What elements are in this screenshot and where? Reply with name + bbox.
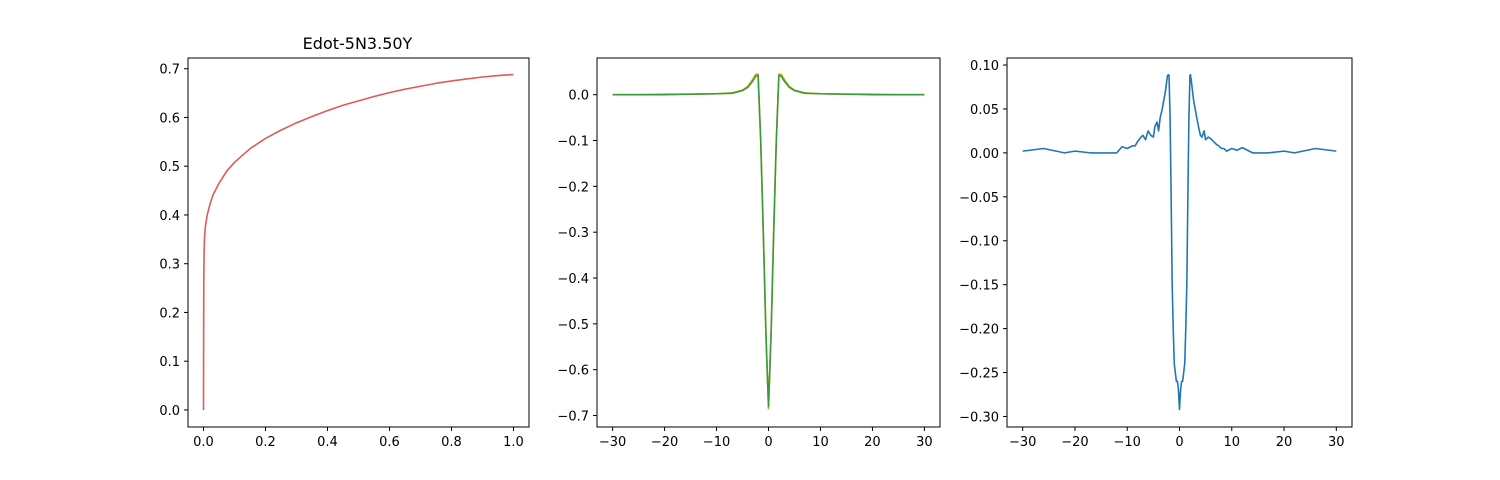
y-tick-label: 0.0 bbox=[568, 89, 589, 104]
series-line-1 bbox=[202, 73, 514, 410]
series-line-1 bbox=[1022, 73, 1337, 411]
x-tick-label: 0.2 bbox=[255, 435, 276, 450]
x-tick-label: −10 bbox=[703, 435, 730, 450]
y-tick-label: −0.6 bbox=[557, 364, 589, 379]
y-tick-label: 0.1 bbox=[159, 355, 180, 370]
x-tick-label: 0.8 bbox=[441, 435, 462, 450]
x-tick-label: 30 bbox=[916, 435, 933, 450]
y-tick-label: −0.15 bbox=[959, 279, 999, 294]
x-tick-label: 20 bbox=[864, 435, 881, 450]
x-tick-label: 10 bbox=[812, 435, 829, 450]
y-tick-label: 0.05 bbox=[970, 103, 999, 118]
x-tick-label: −20 bbox=[651, 435, 678, 450]
x-tick-label: 10 bbox=[1223, 435, 1240, 450]
y-tick-label: −0.7 bbox=[557, 410, 589, 425]
y-tick-label: −0.05 bbox=[959, 191, 999, 206]
x-tick-label: −10 bbox=[1114, 435, 1141, 450]
x-tick-label: 0.0 bbox=[193, 435, 214, 450]
axes-frame bbox=[187, 57, 530, 428]
x-tick-label: 0 bbox=[1175, 435, 1183, 450]
chart-panel-2: −30 −20 −10 0 10 20 30 0.0 −0.1 −0.2 −0.3 −0.4 −0.5 −… bbox=[557, 57, 941, 450]
y-tick-label: 0.10 bbox=[970, 59, 999, 74]
y-tick-label: 0.6 bbox=[159, 111, 180, 126]
x-tick-label: −30 bbox=[599, 435, 626, 450]
y-tick-label: −0.1 bbox=[557, 135, 589, 150]
x-tick-label: 1.0 bbox=[503, 435, 524, 450]
y-tick-label: 0.3 bbox=[159, 258, 180, 273]
series-line-2 bbox=[612, 74, 925, 408]
y-tick-label: 0.7 bbox=[159, 63, 180, 78]
y-tick-label: −0.20 bbox=[959, 323, 999, 338]
y-tick-label: −0.3 bbox=[557, 226, 589, 241]
x-tick-label: 20 bbox=[1276, 435, 1293, 450]
y-tick-label: 0.5 bbox=[159, 160, 180, 175]
y-tick-label: 0.4 bbox=[159, 209, 180, 224]
y-tick-label: −0.10 bbox=[959, 235, 999, 250]
x-tick-label: 30 bbox=[1328, 435, 1345, 450]
y-tick-label: −0.25 bbox=[959, 367, 999, 382]
x-tick-label: −30 bbox=[1009, 435, 1036, 450]
y-tick-label: 0.00 bbox=[970, 147, 999, 162]
x-tick-label: −20 bbox=[1061, 435, 1088, 450]
chart-panel-1: Edot-5N3.50Y 0.0 0.2 0.4 0.6 0.8 1.0 0.0 0.1 0.2… bbox=[159, 34, 530, 450]
chart-panel-3: −30 −20 −10 0 10 20 30 0.10 0.05 0.00 −0.05 −0.10 −0… bbox=[959, 57, 1353, 450]
x-tick-label: 0 bbox=[764, 435, 772, 450]
y-tick-label: −0.5 bbox=[557, 318, 589, 333]
y-tick-label: −0.4 bbox=[557, 272, 589, 287]
x-tick-label: 0.6 bbox=[379, 435, 400, 450]
y-tick-label: 0.2 bbox=[159, 306, 180, 321]
y-tick-label: −0.30 bbox=[959, 410, 999, 425]
chart-title: Edot-5N3.50Y bbox=[303, 34, 413, 53]
x-tick-label: 0.4 bbox=[317, 435, 338, 450]
y-tick-label: 0.0 bbox=[159, 404, 180, 419]
y-tick-label: −0.2 bbox=[557, 180, 589, 195]
